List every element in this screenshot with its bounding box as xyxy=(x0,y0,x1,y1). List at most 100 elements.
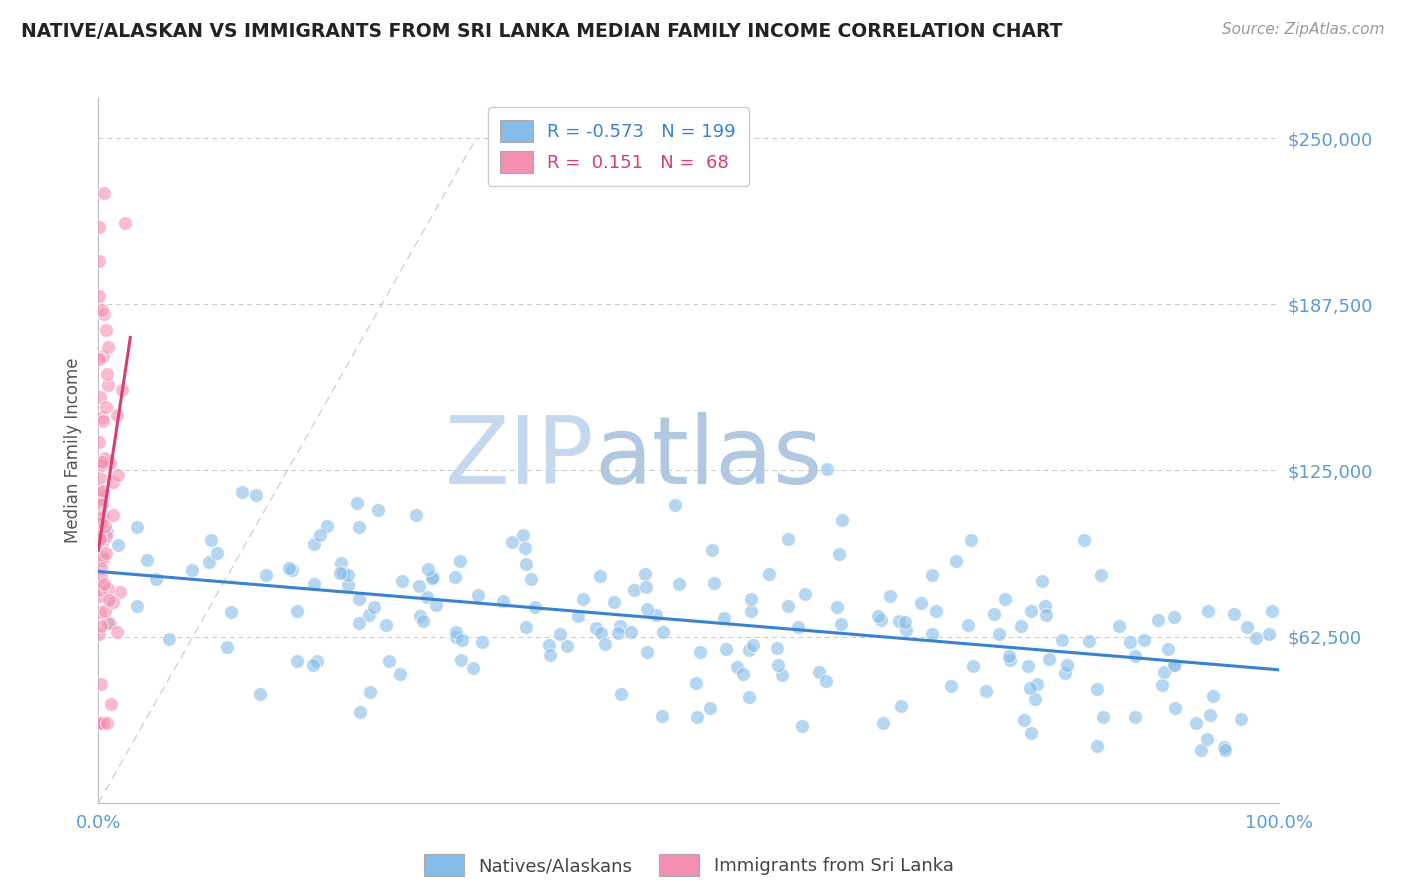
Point xyxy=(830,617,852,632)
Point xyxy=(887,614,910,628)
Point xyxy=(520,572,543,586)
Point xyxy=(416,590,439,604)
Point xyxy=(125,520,148,534)
Point xyxy=(737,690,759,704)
Point xyxy=(776,599,799,613)
Point xyxy=(1123,710,1146,724)
Text: atlas: atlas xyxy=(595,411,823,503)
Point xyxy=(420,570,443,584)
Point xyxy=(91,349,114,363)
Point xyxy=(91,716,114,731)
Point xyxy=(98,615,121,630)
Point xyxy=(101,595,124,609)
Point xyxy=(467,588,489,602)
Point xyxy=(245,488,267,502)
Point xyxy=(281,563,304,577)
Point xyxy=(515,620,537,634)
Point xyxy=(180,563,202,577)
Point xyxy=(1185,716,1208,731)
Point xyxy=(1147,614,1170,628)
Point xyxy=(713,611,735,625)
Point xyxy=(93,414,115,428)
Point xyxy=(513,541,536,555)
Point xyxy=(93,451,115,466)
Point xyxy=(815,673,838,688)
Point xyxy=(357,607,380,622)
Point xyxy=(347,592,370,607)
Point xyxy=(330,556,353,570)
Point xyxy=(90,516,112,530)
Point xyxy=(664,498,686,512)
Point xyxy=(685,676,707,690)
Point xyxy=(94,400,117,414)
Point xyxy=(91,455,114,469)
Point xyxy=(1223,607,1246,621)
Point xyxy=(593,636,616,650)
Point xyxy=(89,532,111,546)
Point xyxy=(90,302,112,317)
Point xyxy=(741,638,763,652)
Point xyxy=(1163,658,1185,673)
Point xyxy=(108,585,131,599)
Text: Source: ZipAtlas.com: Source: ZipAtlas.com xyxy=(1222,22,1385,37)
Point xyxy=(1197,604,1219,618)
Point xyxy=(97,592,120,607)
Point xyxy=(1085,739,1108,753)
Point xyxy=(96,525,118,540)
Point xyxy=(94,519,117,533)
Point xyxy=(725,660,748,674)
Point xyxy=(941,679,963,693)
Point xyxy=(825,600,848,615)
Point xyxy=(97,582,120,596)
Point xyxy=(786,620,808,634)
Point xyxy=(983,607,1005,621)
Point xyxy=(97,340,120,354)
Point xyxy=(740,592,762,607)
Point xyxy=(1199,708,1222,723)
Point xyxy=(107,468,129,483)
Point xyxy=(894,615,917,630)
Point xyxy=(1150,678,1173,692)
Point xyxy=(921,568,943,582)
Point xyxy=(515,557,537,571)
Point xyxy=(450,653,472,667)
Point xyxy=(974,684,997,698)
Point xyxy=(346,496,368,510)
Point xyxy=(512,528,534,542)
Point xyxy=(367,503,389,517)
Point xyxy=(1244,631,1267,645)
Point xyxy=(315,519,337,533)
Point xyxy=(1230,712,1253,726)
Point xyxy=(114,217,136,231)
Point xyxy=(90,619,112,633)
Point xyxy=(90,561,112,575)
Point xyxy=(1085,681,1108,696)
Point xyxy=(1052,632,1074,647)
Point xyxy=(449,553,471,567)
Point xyxy=(589,626,612,640)
Point xyxy=(1019,726,1042,740)
Point xyxy=(91,490,114,504)
Point xyxy=(538,648,561,663)
Point xyxy=(492,594,515,608)
Point xyxy=(285,604,308,618)
Point xyxy=(703,576,725,591)
Point xyxy=(87,583,110,598)
Point xyxy=(1033,599,1056,614)
Point xyxy=(1119,635,1142,649)
Point xyxy=(444,570,467,584)
Point xyxy=(111,383,134,397)
Point xyxy=(97,615,120,630)
Point xyxy=(363,600,385,615)
Point xyxy=(329,566,352,580)
Point xyxy=(145,573,167,587)
Point xyxy=(416,562,439,576)
Point xyxy=(101,508,124,523)
Point xyxy=(89,512,111,526)
Point xyxy=(589,569,612,583)
Point xyxy=(548,626,571,640)
Point xyxy=(89,351,111,366)
Point xyxy=(1054,666,1077,681)
Point xyxy=(634,566,657,581)
Point xyxy=(90,716,112,731)
